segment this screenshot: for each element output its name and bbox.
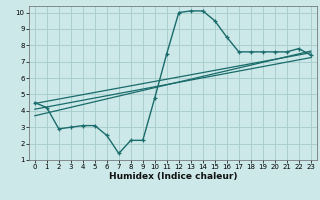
X-axis label: Humidex (Indice chaleur): Humidex (Indice chaleur): [108, 172, 237, 181]
